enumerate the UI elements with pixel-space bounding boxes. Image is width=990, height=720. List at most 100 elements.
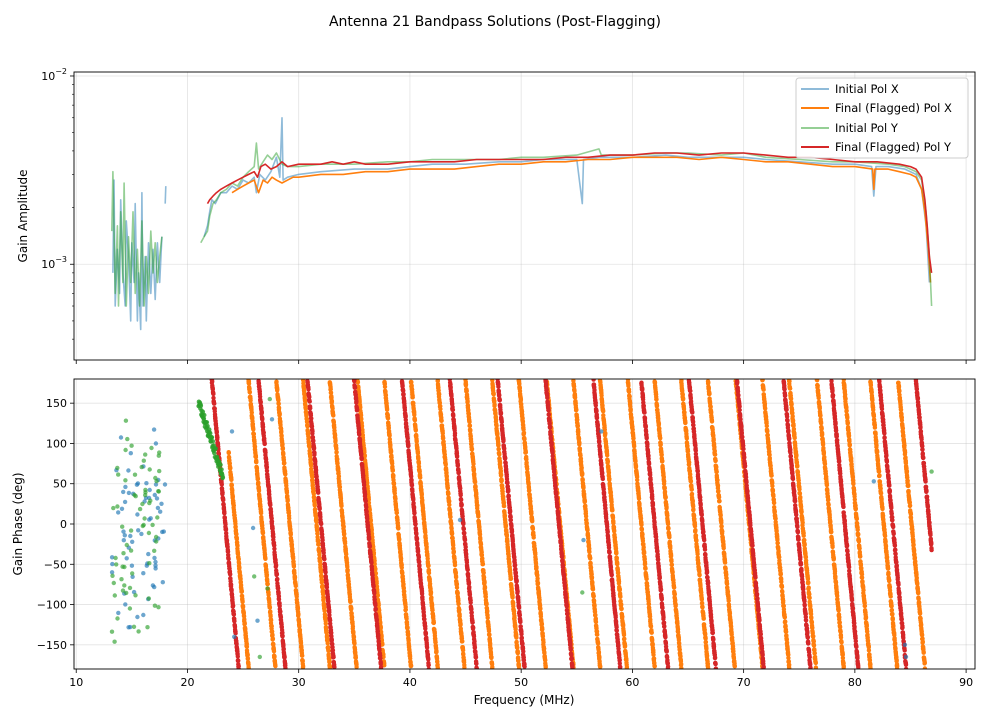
phase-point-final-pol-x xyxy=(621,632,627,638)
phase-point-final-pol-x xyxy=(535,580,541,586)
phase-point-initial xyxy=(111,580,117,586)
phase-point-final-pol-x xyxy=(518,397,524,403)
phase-point-final-pol-x xyxy=(280,446,286,451)
phase-point-final-pol-x xyxy=(258,510,264,516)
phase-point-final-pol-x xyxy=(303,403,308,408)
phase-point-final-pol-x xyxy=(264,572,270,577)
phase-point-final-pol-x xyxy=(829,529,834,534)
phase-point-final-pol-x xyxy=(245,656,251,661)
amplitude-line-initial-pol-y xyxy=(200,142,933,307)
phase-point-final-pol-x xyxy=(460,639,465,644)
phase-point-initial xyxy=(155,505,161,511)
phase-point-final-pol-x xyxy=(339,503,344,509)
phase-point-final-pol-x xyxy=(697,572,702,578)
phase-point-final-pol-x xyxy=(580,471,585,477)
phase-point-final-pol-x xyxy=(836,608,841,613)
phase-point-final-pol-x xyxy=(398,556,404,561)
phase-point-final-pol-x xyxy=(490,664,495,669)
phase-point-final-pol-x xyxy=(229,477,234,482)
phase-point-final-pol-x xyxy=(269,629,275,634)
phase-point-final-pol-x xyxy=(862,603,868,609)
phase-points xyxy=(109,379,934,669)
phase-point-final-pol-x xyxy=(396,526,401,531)
phase-point-final-pol-x xyxy=(325,640,330,646)
phase-point-initial xyxy=(139,464,144,470)
phase-point-final-pol-x xyxy=(487,632,492,637)
phase-point-initial xyxy=(125,436,130,442)
phase-point-final-pol-x xyxy=(277,412,282,417)
phase-point-final-pol-x xyxy=(783,629,789,634)
phase-point-final-pol-x xyxy=(276,401,281,407)
phase-point-initial xyxy=(142,516,147,521)
phase-point-final-pol-x xyxy=(679,661,684,667)
phase-point-initial xyxy=(109,570,115,575)
phase-point-initial xyxy=(150,583,156,588)
phase-point-final-pol-x xyxy=(269,623,274,629)
phase-point-final-pol-x xyxy=(288,532,293,537)
phase-point-initial xyxy=(152,603,158,608)
phase-point-initial xyxy=(135,614,140,620)
phase-point-final-pol-x xyxy=(587,549,592,555)
phase-point-initial xyxy=(133,593,138,598)
phase-point-initial xyxy=(129,563,135,568)
phase-point-initial xyxy=(153,559,158,565)
phase-point-final-pol-x xyxy=(279,429,284,434)
phase-point-final-pol-x xyxy=(530,519,535,524)
phase-point-final-pol-x xyxy=(246,381,252,386)
phase-point-initial xyxy=(153,482,159,487)
phase-point-initial xyxy=(153,441,159,446)
phase-point-initial xyxy=(111,505,116,511)
phase-point-initial xyxy=(109,555,115,560)
phase-point-initial xyxy=(135,512,140,517)
phase-point-final-pol-x xyxy=(794,453,799,458)
phase-point-final-pol-x xyxy=(665,513,670,518)
phase-point-final-pol-x xyxy=(591,594,596,599)
phase-point-final-pol-x xyxy=(499,478,504,483)
phase-point-final-pol-x xyxy=(667,535,672,540)
phase-point-final-pol-x xyxy=(405,625,410,630)
phase-point-final-pol-x xyxy=(454,585,460,590)
phase-point-final-pol-x xyxy=(824,482,830,488)
phase-point-initial xyxy=(157,468,162,474)
phase-point-initial xyxy=(121,538,127,543)
phase-point-final-pol-x xyxy=(240,599,245,605)
phase-point-final-pol-x xyxy=(515,650,520,656)
phase-point-final-pol-x xyxy=(770,487,776,493)
phase-point-final-pol-x xyxy=(391,473,396,478)
phase-point-final-pol-x xyxy=(706,385,711,390)
phase-point-final-pol-x xyxy=(787,379,792,384)
phase-point-final-pol-x xyxy=(334,449,339,455)
phase-point-final-pol-x xyxy=(275,387,280,392)
phase-point-final-pol-x xyxy=(284,490,290,495)
amplitude-x-tick-marks xyxy=(75,360,967,364)
phase-point-initial xyxy=(144,481,149,486)
phase-point-initial xyxy=(115,504,120,509)
phase-point-final-pol-x xyxy=(342,531,347,536)
phase-point-final-pol-x xyxy=(693,533,699,538)
phase-point-final-pol-x xyxy=(482,580,487,585)
phase-point-initial xyxy=(135,481,141,486)
phase-point-final-pol-x xyxy=(390,468,395,473)
phase-point-final-pol-x xyxy=(494,423,499,428)
phase-point-final-pol-x xyxy=(722,560,728,565)
phase-point-final-pol-x xyxy=(721,545,726,551)
phase-point-initial xyxy=(156,489,161,494)
phase-point-initial xyxy=(152,555,157,561)
phase-point-final-pol-x xyxy=(349,606,354,611)
phase-point-final-pol-x xyxy=(248,398,253,403)
phase-point-final-pol-x xyxy=(448,510,453,515)
phase-point-final-pol-x xyxy=(228,466,233,471)
phase-point-final-pol-x xyxy=(616,579,622,584)
amplitude-line-initial-pol-x xyxy=(164,186,167,204)
amplitude-y-tick-label: 10−2 xyxy=(41,67,67,83)
phase-point-final-pol-x xyxy=(589,575,595,580)
phase-point-final-pol-x xyxy=(671,585,677,590)
phase-point-final-pol-x xyxy=(469,446,475,452)
phase-point-final-pol-x xyxy=(717,498,722,504)
phase-point-initial xyxy=(127,606,133,611)
phase-point-final-pol-x xyxy=(801,533,806,538)
phase-point-final-pol-x xyxy=(319,579,325,584)
phase-point-final-pol-x xyxy=(354,664,359,669)
amplitude-line-initial-pol-x xyxy=(203,117,931,283)
phase-point-final-pol-x xyxy=(854,516,859,522)
